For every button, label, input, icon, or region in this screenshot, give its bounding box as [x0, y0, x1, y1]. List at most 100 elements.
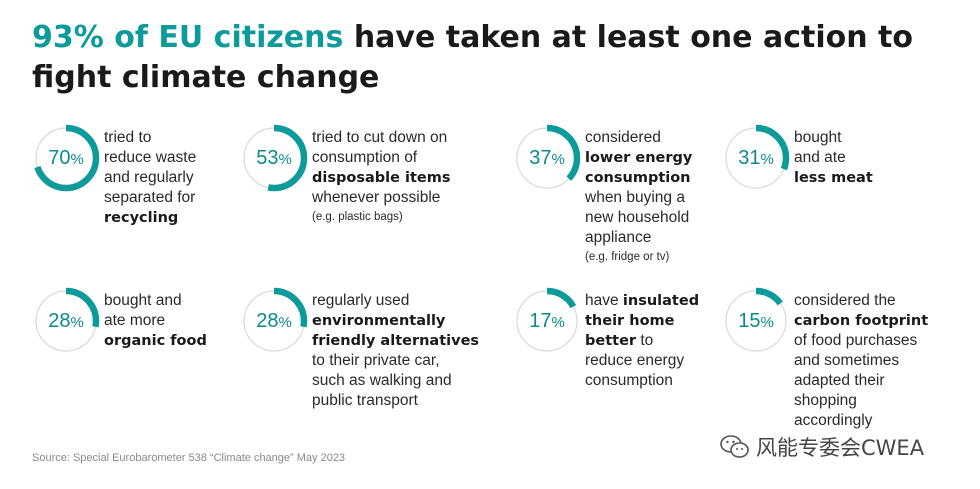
description-text: accordingly — [794, 412, 873, 429]
description-text: bought and — [104, 292, 182, 309]
description-text: whenever possible — [312, 189, 441, 206]
description-line: public transport — [312, 391, 479, 411]
watermark-text: 风能专委会CWEA — [756, 436, 925, 460]
description-text: of food purchases — [794, 332, 918, 349]
title-accent: 93% of EU citizens — [32, 20, 344, 55]
stat-description: tried to reduce waste and regularly separat… — [104, 128, 196, 228]
description-line: new household — [585, 208, 692, 228]
donut-svg — [32, 124, 100, 192]
donut-arc — [240, 124, 308, 192]
description-text: reduce energy — [585, 352, 685, 369]
donut-arc — [32, 287, 100, 355]
description-line: and ate — [794, 148, 873, 168]
description-bold-text: their home — [585, 313, 675, 329]
description-text: tried to cut down on — [312, 129, 448, 146]
donut-svg — [32, 287, 100, 355]
percent-symbol: % — [70, 314, 84, 331]
description-line: recycling — [104, 208, 196, 228]
percent-value: 28 — [256, 309, 279, 332]
percent-label: 37% — [513, 124, 581, 192]
description-bold-text: less meat — [794, 170, 873, 186]
percent-symbol: % — [551, 314, 565, 331]
description-line: adapted their — [794, 371, 928, 391]
description-line: of food purchases — [794, 331, 928, 351]
description-line: (e.g. plastic bags) — [312, 208, 450, 226]
description-line: friendly alternatives — [312, 331, 479, 351]
stat-description: bought and ate more organic food — [104, 291, 207, 351]
description-text: considered — [585, 129, 661, 146]
description-line: ate more — [104, 311, 207, 331]
description-line: lower energy — [585, 148, 692, 168]
description-line: less meat — [794, 168, 873, 188]
description-text: appliance — [585, 229, 652, 246]
donut-chart: 17% — [513, 287, 581, 355]
description-text: such as walking and — [312, 372, 452, 389]
stat-description: regularly used environmentally friendly al… — [312, 291, 479, 411]
description-line: better to — [585, 331, 699, 351]
description-line: (e.g. fridge or tv) — [585, 248, 692, 266]
donut-chart: 37% — [513, 124, 581, 192]
donut-svg — [240, 124, 308, 192]
donut-svg — [513, 287, 581, 355]
percent-label: 17% — [513, 287, 581, 355]
description-line: carbon footprint — [794, 311, 928, 331]
description-line: and regularly — [104, 168, 196, 188]
description-bold-text: better — [585, 333, 637, 349]
percent-value: 31 — [738, 146, 761, 169]
description-line: organic food — [104, 331, 207, 351]
description-text: reduce waste — [104, 149, 197, 166]
description-text: shopping — [794, 392, 857, 409]
donut-arc — [240, 287, 308, 355]
stat-description: have insulated their home better to reduce … — [585, 291, 699, 391]
donut-chart: 31% — [722, 124, 790, 192]
percent-value: 70 — [48, 146, 71, 169]
description-line: reduce energy — [585, 351, 699, 371]
description-text: bought — [794, 129, 842, 146]
percent-symbol: % — [70, 151, 84, 168]
description-line: whenever possible — [312, 188, 450, 208]
description-line: appliance — [585, 228, 692, 248]
percent-label: 28% — [32, 287, 100, 355]
percent-label: 28% — [240, 287, 308, 355]
description-text: to — [636, 332, 654, 349]
description-text: tried to — [104, 129, 152, 146]
description-bold-text: environmentally — [312, 313, 446, 329]
donut-chart: 70% — [32, 124, 100, 192]
description-line: such as walking and — [312, 371, 479, 391]
description-text: ate more — [104, 312, 166, 329]
donut-chart: 15% — [722, 287, 790, 355]
percent-value: 53 — [256, 146, 279, 169]
description-bold-text: organic food — [104, 333, 207, 349]
description-line: tried to cut down on — [312, 128, 450, 148]
description-bold-text: friendly alternatives — [312, 333, 480, 349]
percent-symbol: % — [278, 151, 292, 168]
percent-label: 53% — [240, 124, 308, 192]
stat-description: considered lower energy consumption when bu… — [585, 128, 692, 266]
percent-symbol: % — [551, 151, 565, 168]
description-line: have insulated — [585, 291, 699, 311]
percent-symbol: % — [760, 151, 774, 168]
description-text: and regularly — [104, 169, 194, 186]
donut-chart: 53% — [240, 124, 308, 192]
donut-arc — [513, 124, 581, 192]
description-line: considered the — [794, 291, 928, 311]
percent-value: 15 — [738, 309, 761, 332]
description-line: consumption of — [312, 148, 450, 168]
description-text: and ate — [794, 149, 846, 166]
description-line: accordingly — [794, 411, 928, 431]
stat-description: considered the carbon footprint of food pu… — [794, 291, 928, 431]
description-line: reduce waste — [104, 148, 196, 168]
title-rest: have taken at least one action to fight … — [32, 20, 913, 95]
donut-arc — [722, 124, 790, 192]
description-bold-text: recycling — [104, 210, 179, 226]
description-line: considered — [585, 128, 692, 148]
description-text: when buying a — [585, 189, 685, 206]
description-text: considered the — [794, 292, 896, 309]
donut-arc — [513, 287, 581, 355]
wechat-icon — [720, 435, 749, 458]
percent-label: 15% — [722, 287, 790, 355]
description-line: shopping — [794, 391, 928, 411]
description-text: (e.g. fridge or tv) — [585, 251, 670, 263]
description-text: consumption — [585, 372, 673, 389]
percent-value: 37 — [529, 146, 552, 169]
